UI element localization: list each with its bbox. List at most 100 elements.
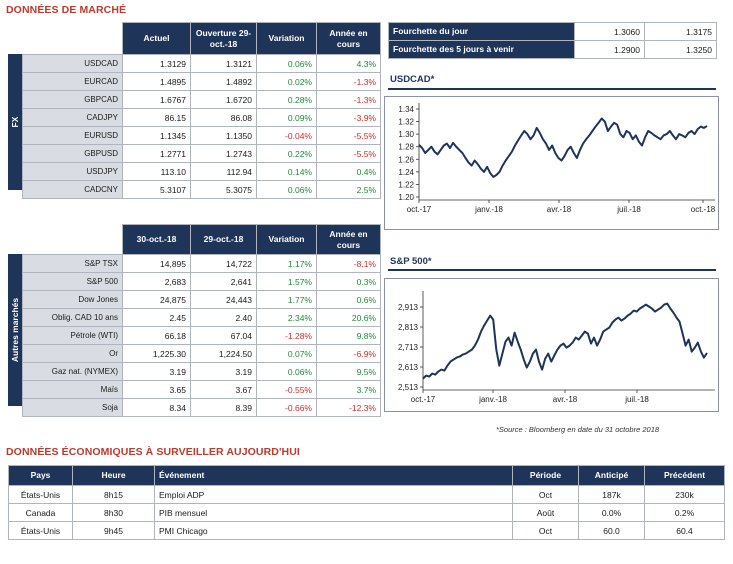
econ-anticipe-cell: 0.0% (578, 503, 645, 522)
fx-annee-cell: -1.3% (316, 90, 381, 109)
other-market-row: Pétrole (WTI) 66.18 67.04 -1.28% 9.8% (22, 326, 381, 345)
fx-ouverture-cell: 1.6720 (190, 90, 257, 109)
other-markets-table: 30-oct.-18 29-oct.-18 Variation Année en… (22, 224, 381, 417)
econ-pays-cell: États-Unis (8, 485, 73, 504)
other-market-row: S&P TSX 14,895 14,722 1.17% -8.1% (22, 254, 381, 273)
sp500-chart: 2,913 2,813 2,713 2,613 2,513 oct.-17 janv.-18… (384, 278, 719, 412)
fx-ouverture-cell: 5.3075 (190, 180, 257, 199)
economic-table: Pays Heure Événement Période Anticipé Pr… (8, 465, 725, 540)
x-tick-label: avr.-18 (547, 205, 572, 214)
fx-variation-cell: -0.04% (256, 126, 317, 145)
econ-row: Canada 8h30 PIB mensuel Août 0.0% 0.2% (8, 503, 725, 522)
other-market-b-cell: 14,722 (190, 254, 257, 273)
range-table: Fourchette du jour 1.3060 1.3175 Fourchette… (388, 22, 717, 59)
fx-pair-label: GBPUSD (22, 144, 123, 163)
other-market-row: Oblig. CAD 10 ans 2.45 2.40 2.34% 20.6% (22, 308, 381, 327)
y-tick-label: 1.32 (398, 118, 414, 127)
fx-ouverture-cell: 1.3121 (190, 54, 257, 73)
other-market-b-cell: 67.04 (190, 326, 257, 345)
range-row: Fourchette des 5 jours à venir 1.2900 1.32… (388, 40, 717, 59)
other-market-a-cell: 3.19 (122, 362, 191, 381)
other-market-row: Dow Jones 24,875 24,443 1.77% 0.6% (22, 290, 381, 309)
econ-precedent-cell: 0.2% (644, 503, 725, 522)
other-market-b-cell: 1,224.50 (190, 344, 257, 363)
other-market-annee-cell: -6.9% (316, 344, 381, 363)
other-market-label: Soja (22, 398, 123, 417)
other-market-variation-cell: 1.17% (256, 254, 317, 273)
y-tick-label: 2,713 (398, 343, 419, 352)
range-high-cell: 1.3250 (644, 40, 717, 59)
x-tick-label: oct.-17 (411, 395, 436, 404)
x-tick-label: juil.-18 (624, 395, 649, 404)
other-markets-side-label: Autres marchés (8, 254, 22, 406)
other-market-a-cell: 14,895 (122, 254, 191, 273)
fx-annee-cell: -5.5% (316, 144, 381, 163)
econ-anticipe-cell: 187k (578, 485, 645, 504)
x-tick-label: janv.-18 (474, 205, 503, 214)
fx-annee-cell: 2.5% (316, 180, 381, 199)
econ-heure-cell: 9h45 (72, 521, 155, 540)
y-tick-label: 1.24 (398, 168, 414, 177)
range-low-cell: 1.2900 (574, 40, 645, 59)
usdcad-line-chart: 1.34 1.32 1.30 1.28 1.26 1.24 1.22 1.20 oct.-17 j… (398, 103, 716, 214)
other-market-a-cell: 24,875 (122, 290, 191, 309)
other-market-annee-cell: -12.3% (316, 398, 381, 417)
econ-pays-cell: États-Unis (8, 521, 73, 540)
econ-row: États-Unis 9h45 PMI Chicago Oct 60.0 60.4 (8, 521, 725, 540)
fx-pair-label: EURCAD (22, 72, 123, 91)
econ-periode-cell: Oct (512, 485, 579, 504)
econ-evenement-cell: Emploi ADP (154, 485, 513, 504)
y-tick-label: 2,913 (398, 303, 419, 312)
fx-side-label: FX (8, 54, 22, 190)
market-data-title: DONNÉES DE MARCHÉ (6, 4, 127, 16)
econ-header-periode: Période (512, 465, 579, 486)
other-market-b-cell: 3.67 (190, 380, 257, 399)
fx-ouverture-cell: 1.2743 (190, 144, 257, 163)
fx-variation-cell: 0.22% (256, 144, 317, 163)
y-tick-label: 1.22 (398, 180, 414, 189)
fx-pair-label: EURUSD (22, 126, 123, 145)
other-market-variation-cell: 0.06% (256, 362, 317, 381)
other-market-variation-cell: 1.57% (256, 272, 317, 291)
fx-variation-cell: 0.14% (256, 162, 317, 181)
fx-variation-cell: 0.28% (256, 90, 317, 109)
x-tick-label: oct.-17 (407, 205, 432, 214)
fx-actuel-cell: 1.1345 (122, 126, 191, 145)
other-market-annee-cell: 9.8% (316, 326, 381, 345)
fx-pair-label: CADCNY (22, 180, 123, 199)
fx-annee-cell: -3.9% (316, 108, 381, 127)
fx-row: GBPCAD 1.6767 1.6720 0.28% -1.3% (22, 90, 381, 109)
econ-header-heure: Heure (72, 465, 155, 486)
others-header-variation: Variation (256, 224, 317, 255)
fx-row: EURCAD 1.4895 1.4892 0.02% -1.3% (22, 72, 381, 91)
fx-header-ouverture: Ouverture 29-oct.-18 (190, 22, 257, 55)
fx-ouverture-cell: 86.08 (190, 108, 257, 127)
fx-pair-label: USDCAD (22, 54, 123, 73)
others-header-annee: Année en cours (316, 224, 381, 255)
fx-actuel-cell: 113.10 (122, 162, 191, 181)
others-header-a: 30-oct.-18 (122, 224, 191, 255)
econ-header-precedent: Précédent (644, 465, 725, 486)
fx-annee-cell: 0.4% (316, 162, 381, 181)
x-tick-label: janv.-18 (478, 395, 507, 404)
other-market-variation-cell: -0.66% (256, 398, 317, 417)
fx-annee-cell: 4.3% (316, 54, 381, 73)
fx-actuel-cell: 1.6767 (122, 90, 191, 109)
other-market-variation-cell: -0.55% (256, 380, 317, 399)
other-market-label: Or (22, 344, 123, 363)
fx-row: USDJPY 113.10 112.94 0.14% 0.4% (22, 162, 381, 181)
econ-precedent-cell: 230k (644, 485, 725, 504)
econ-heure-cell: 8h30 (72, 503, 155, 522)
sp500-chart-title: S&P 500* (390, 256, 432, 267)
range-high-cell: 1.3175 (644, 22, 717, 41)
fx-pair-label: USDJPY (22, 162, 123, 181)
y-tick-label: 2,813 (398, 323, 419, 332)
other-market-annee-cell: 20.6% (316, 308, 381, 327)
range-label: Fourchette du jour (388, 22, 575, 41)
other-market-annee-cell: -8.1% (316, 254, 381, 273)
econ-anticipe-cell: 60.0 (578, 521, 645, 540)
other-market-row: Or 1,225.30 1,224.50 0.07% -6.9% (22, 344, 381, 363)
fx-variation-cell: 0.02% (256, 72, 317, 91)
other-market-variation-cell: 0.07% (256, 344, 317, 363)
other-market-label: Pétrole (WTI) (22, 326, 123, 345)
